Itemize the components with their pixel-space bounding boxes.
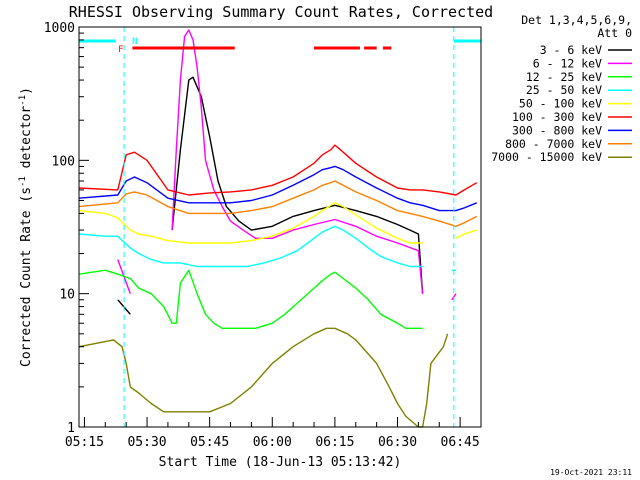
x-tick-label: 06:30 xyxy=(378,435,417,450)
legend-label: 6 - 12 keV xyxy=(533,56,602,70)
y-tick-label: 10 xyxy=(59,288,75,303)
legend-label: 7000 - 15000 keV xyxy=(491,150,602,164)
y-label-exp1: -1 xyxy=(18,176,28,187)
series-line-8 xyxy=(78,327,449,428)
flare-flag-label: F xyxy=(118,45,123,55)
series-line-7 xyxy=(78,180,478,227)
night-flag-label: N xyxy=(132,37,137,47)
timestamp: 19-Oct-2021 23:11 xyxy=(550,468,632,477)
legend-label: 3 - 6 keV xyxy=(540,43,602,57)
legend-label: 800 - 7000 keV xyxy=(505,137,602,151)
series-line-5 xyxy=(78,144,478,196)
series-line-4 xyxy=(78,202,478,244)
y-label-exp2: -1 xyxy=(18,95,28,106)
y-tick-label: 1 xyxy=(67,421,75,436)
y-tick-label: 1000 xyxy=(44,21,75,36)
legend-label: 300 - 800 keV xyxy=(512,123,602,137)
plot-frame xyxy=(78,26,482,428)
y-label-main: Corrected Count Rate (s xyxy=(19,187,34,367)
x-tick-label: 06:00 xyxy=(253,435,292,450)
x-axis: 05:15 05:30 05:45 06:00 06:15 06:30 06:45 xyxy=(65,417,482,450)
legend-header-1: Det 1,3,4,5,6,9, xyxy=(521,13,632,27)
y-axis: 1 10 100 1000 xyxy=(44,21,89,436)
series-line-6 xyxy=(78,165,478,212)
chart-title: RHESSI Observing Summary Count Rates, Co… xyxy=(69,3,493,21)
x-tick-label: 06:15 xyxy=(315,435,354,450)
x-axis-label: Start Time (18-Jun-13 05:13:42) xyxy=(159,455,402,470)
x-tick-label: 05:45 xyxy=(190,435,229,450)
x-tick-label: 06:45 xyxy=(441,435,480,450)
legend-label: 100 - 300 keV xyxy=(512,110,602,124)
legend-label: 50 - 100 keV xyxy=(519,97,602,111)
x-tick-label: 05:15 xyxy=(65,435,104,450)
series-line-2 xyxy=(78,269,423,329)
series-line-1 xyxy=(117,29,457,301)
y-axis-label: Corrected Count Rate (s-1 detector-1) xyxy=(18,87,34,367)
y-label-mid: detector xyxy=(19,106,34,177)
legend-label: 25 - 50 keV xyxy=(526,83,602,97)
y-tick-label: 100 xyxy=(52,154,75,169)
legend-label: 12 - 25 keV xyxy=(526,70,602,84)
x-tick-label: 05:30 xyxy=(127,435,166,450)
plot-area: NF xyxy=(78,27,481,428)
legend-header-2: Att 0 xyxy=(597,26,632,40)
y-label-end: ) xyxy=(19,87,34,95)
